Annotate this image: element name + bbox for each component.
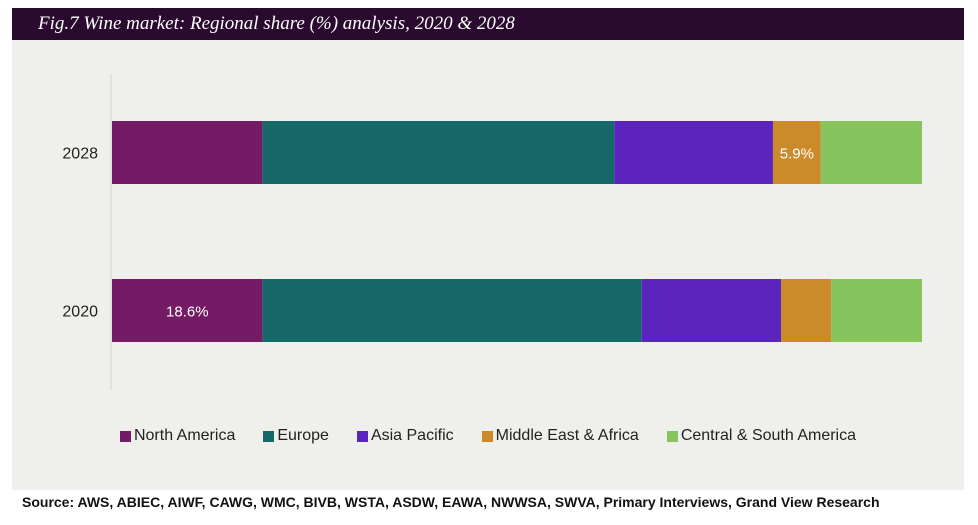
legend-item: Middle East & Africa: [481, 427, 639, 445]
legend-label: North America: [133, 427, 236, 444]
bar-segment: [820, 121, 922, 184]
category-tick-label: 2020: [62, 304, 98, 321]
chart-area: 2028 5.9% 2020 18.6% North America Europe Asi…: [12, 40, 964, 490]
bar-segment: [614, 121, 773, 184]
legend-item: Europe: [263, 427, 329, 445]
legend-item: Asia Pacific: [356, 427, 454, 445]
legend-label: Asia Pacific: [370, 427, 454, 444]
legend-swatch: [356, 430, 368, 442]
bar-segment: [641, 279, 782, 342]
legend-item: North America: [119, 427, 236, 445]
legend-swatch: [481, 430, 493, 442]
bar-segment: [262, 121, 615, 184]
source-note: Source: AWS, ABIEC, AIWF, CAWG, WMC, BIV…: [22, 494, 880, 510]
bar-segment: [112, 121, 263, 184]
chart-legend: North America Europe Asia Pacific Middle Ea…: [12, 424, 964, 448]
chart-title: Fig.7 Wine market: Regional share (%) an…: [38, 13, 515, 34]
category-tick-label: 2028: [62, 146, 98, 163]
legend-swatch: [119, 430, 131, 442]
legend-label: Middle East & Africa: [495, 427, 639, 444]
data-label: 18.6%: [166, 304, 209, 321]
stacked-bar-chart: 2028 5.9% 2020 18.6%: [62, 74, 922, 390]
chart-title-bar: Fig.7 Wine market: Regional share (%) an…: [12, 8, 964, 40]
legend-swatch: [263, 430, 275, 442]
bar-segment: [262, 279, 642, 342]
bar-segment: [112, 279, 263, 342]
bar-segment: [772, 121, 821, 184]
legend-label: Europe: [277, 427, 329, 444]
legend-item: Central & South America: [666, 427, 857, 445]
legend-swatch: [666, 430, 678, 442]
legend-label: Central & South America: [680, 427, 857, 444]
bar-segment: [831, 279, 922, 342]
data-label: 5.9%: [780, 146, 814, 163]
bar-segment: [781, 279, 832, 342]
